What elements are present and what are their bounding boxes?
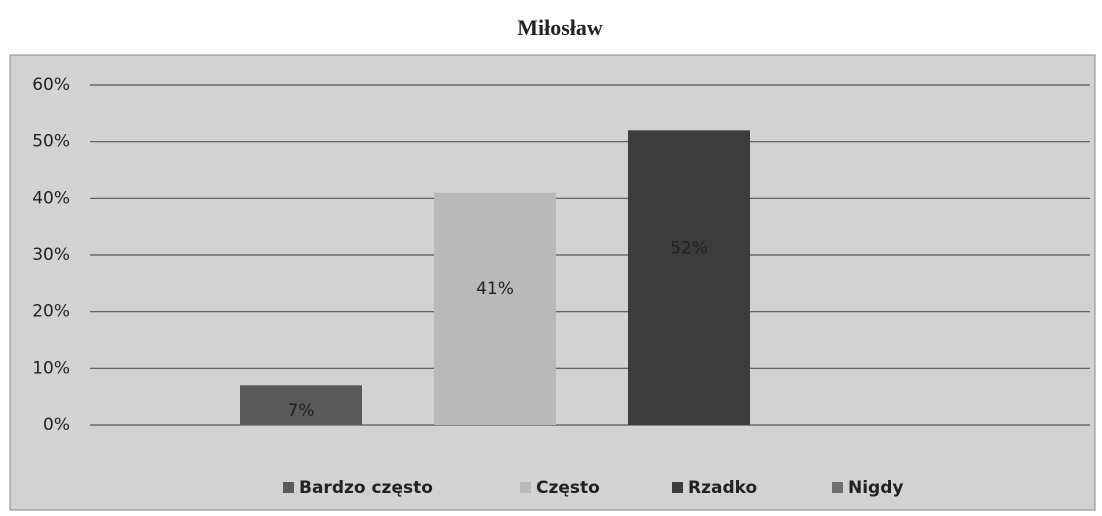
legend-swatch (520, 482, 531, 493)
y-tick-label: 10% (32, 358, 70, 378)
data-label: 41% (476, 279, 514, 299)
chart-title: Miłosław (517, 15, 603, 40)
y-tick-label: 40% (32, 188, 70, 208)
y-tick-label: 60% (32, 75, 70, 95)
legend-swatch (672, 482, 683, 493)
data-label: 52% (670, 238, 708, 258)
legend-label: Często (536, 478, 600, 498)
bar (240, 385, 362, 425)
y-tick-label: 0% (43, 415, 70, 435)
legend-label: Nigdy (848, 478, 903, 498)
y-tick-label: 50% (32, 132, 70, 152)
y-tick-label: 20% (32, 302, 70, 322)
legend-label: Rzadko (688, 478, 757, 498)
bar (434, 192, 556, 425)
y-tick-label: 30% (32, 245, 70, 265)
bar (628, 130, 750, 426)
legend-swatch (832, 482, 843, 493)
legend-swatch (283, 482, 294, 493)
legend-label: Bardzo często (299, 478, 433, 498)
data-label: 7% (288, 401, 315, 421)
